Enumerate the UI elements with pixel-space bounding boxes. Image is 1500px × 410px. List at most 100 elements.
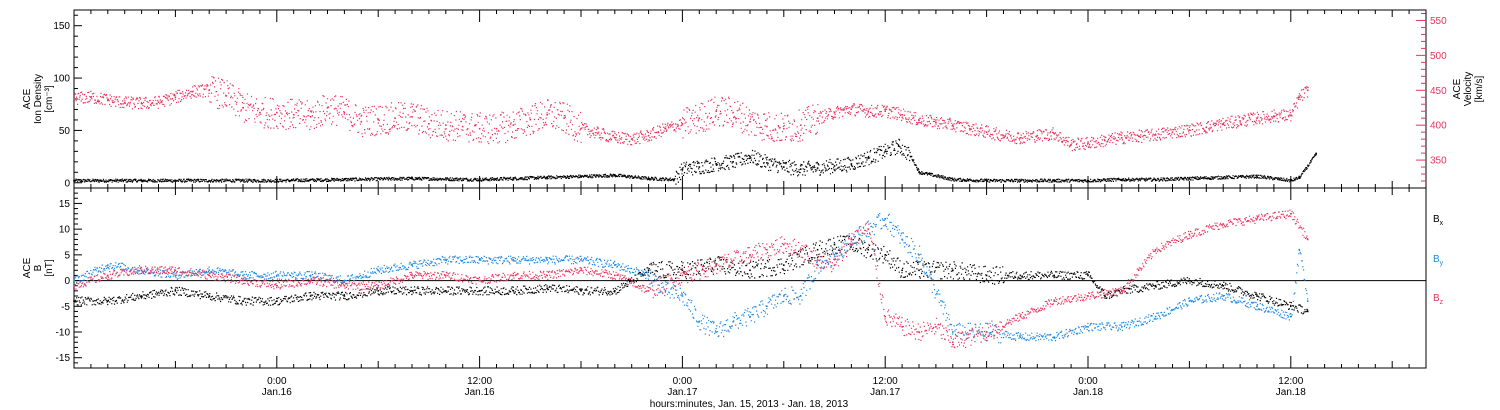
by-series-point: [1053, 336, 1055, 338]
bx-legend: Bx: [1433, 214, 1444, 227]
bz-series-point: [208, 274, 210, 277]
bz-series-point: [445, 274, 447, 277]
velocity-series-point: [394, 117, 396, 119]
bx-series-point: [174, 290, 177, 292]
bz-series-point: [884, 315, 886, 318]
velocity-series-point: [901, 113, 903, 116]
bz-series-point: [1290, 212, 1292, 215]
bx-series-point: [952, 269, 954, 272]
by-series-point: [647, 274, 650, 277]
by-series-point: [783, 295, 785, 297]
by-series-point: [1290, 315, 1292, 318]
by-series-point: [276, 274, 278, 277]
bz-series-point: [580, 269, 582, 272]
density-series-point: [918, 171, 920, 174]
by-series-point: [445, 259, 447, 261]
by-series-point: [952, 331, 954, 333]
velocity-series-point: [884, 110, 886, 113]
density-series: [74, 138, 1317, 185]
density-series-point: [850, 163, 853, 165]
velocity-series-point: [478, 127, 481, 130]
bx-series-point: [512, 290, 515, 292]
b-axis-title-line: [nT]: [44, 259, 55, 276]
velocity-series-point: [968, 127, 971, 130]
bz-series-point: [1222, 223, 1224, 225]
density-series-point: [715, 163, 717, 165]
velocity-series-point: [1121, 136, 1123, 139]
density-series-point: [512, 177, 515, 180]
density-axis-title-line: ACE: [22, 88, 33, 109]
bz-series-point: [647, 290, 650, 292]
bz-series-point: [985, 331, 988, 333]
velocity-series-point: [952, 124, 954, 126]
density-series-point: [732, 161, 734, 163]
bz-series-point: [749, 254, 751, 256]
density-series-point: [833, 165, 836, 167]
x-tick-date-label: Jan.16: [262, 387, 292, 398]
density-axis-title: ACE Ion Density [cm⁻³]: [22, 74, 55, 124]
velocity-series-point: [529, 118, 532, 121]
velocity-series-point: [1087, 142, 1089, 145]
bx-series-point: [850, 243, 853, 246]
density-series-point: [1222, 176, 1224, 179]
x-tick-date-label: Jan.17: [667, 387, 697, 398]
density-series-point: [681, 168, 684, 170]
bz-series-point: [918, 331, 920, 333]
density-series-point: [140, 179, 143, 182]
b-axis-title: ACE B [nT]: [22, 257, 55, 278]
bz-series-point: [546, 274, 548, 277]
by-series-point: [799, 295, 802, 297]
density-series-point: [799, 168, 802, 170]
velocity-series-point: [512, 124, 515, 126]
velocity-series-point: [749, 120, 751, 123]
velocity-series-point: [276, 111, 278, 114]
by-series-point: [107, 264, 109, 266]
bz-series-point: [816, 259, 819, 261]
velocity-series-point: [766, 125, 768, 128]
by-series-point: [918, 254, 920, 256]
by-series-point: [512, 259, 515, 261]
velocity-series-point: [715, 110, 717, 113]
density-series-point: [1298, 176, 1301, 179]
velocity-series-point: [1205, 126, 1208, 129]
by-series-point: [901, 238, 903, 241]
velocity-series-point: [292, 113, 295, 116]
velocity-series-point: [681, 122, 684, 125]
density-series-point: [647, 177, 650, 180]
velocity-series-point: [377, 118, 379, 121]
velocity-series-point: [90, 96, 92, 99]
bz-series-point: [343, 284, 346, 287]
density-series-point: [1188, 177, 1191, 180]
b-tick-label: -10: [56, 328, 71, 339]
velocity-series-point: [208, 89, 210, 92]
velocity-series-point: [242, 106, 244, 109]
density-series-point: [343, 178, 346, 181]
velocity-series-point: [1019, 136, 1022, 139]
x-tick-date-label: Jan.17: [870, 387, 900, 398]
b-tick-label: 15: [59, 199, 71, 210]
density-tick-label: 0: [64, 178, 70, 189]
by-series-point: [816, 264, 819, 266]
density-series-point: [897, 145, 900, 147]
density-series-point: [884, 150, 886, 153]
by-series-point: [377, 269, 379, 272]
by-series-point: [1256, 305, 1258, 308]
bz-series-point: [174, 269, 177, 272]
velocity-series-point: [1002, 134, 1005, 137]
density-series-point: [698, 166, 701, 168]
velocity-series-point: [107, 99, 109, 101]
velocity-series-point: [647, 134, 650, 137]
bz-series-point: [715, 264, 717, 266]
by-series-point: [411, 264, 413, 266]
bx-series-point: [73, 300, 75, 302]
x-axis-title: hours:minutes, Jan. 15, 2013 - Jan. 18, …: [650, 399, 849, 410]
x-tick-date-label: Jan.18: [1276, 387, 1306, 398]
velocity-series-point: [850, 108, 853, 110]
bz-series-point: [1256, 218, 1258, 220]
velocity-series-point: [225, 95, 227, 97]
bx-series-point: [580, 290, 582, 292]
bz-series-point: [1188, 233, 1191, 236]
velocity-series-point: [411, 116, 413, 118]
b-tick-label: 5: [64, 250, 70, 261]
